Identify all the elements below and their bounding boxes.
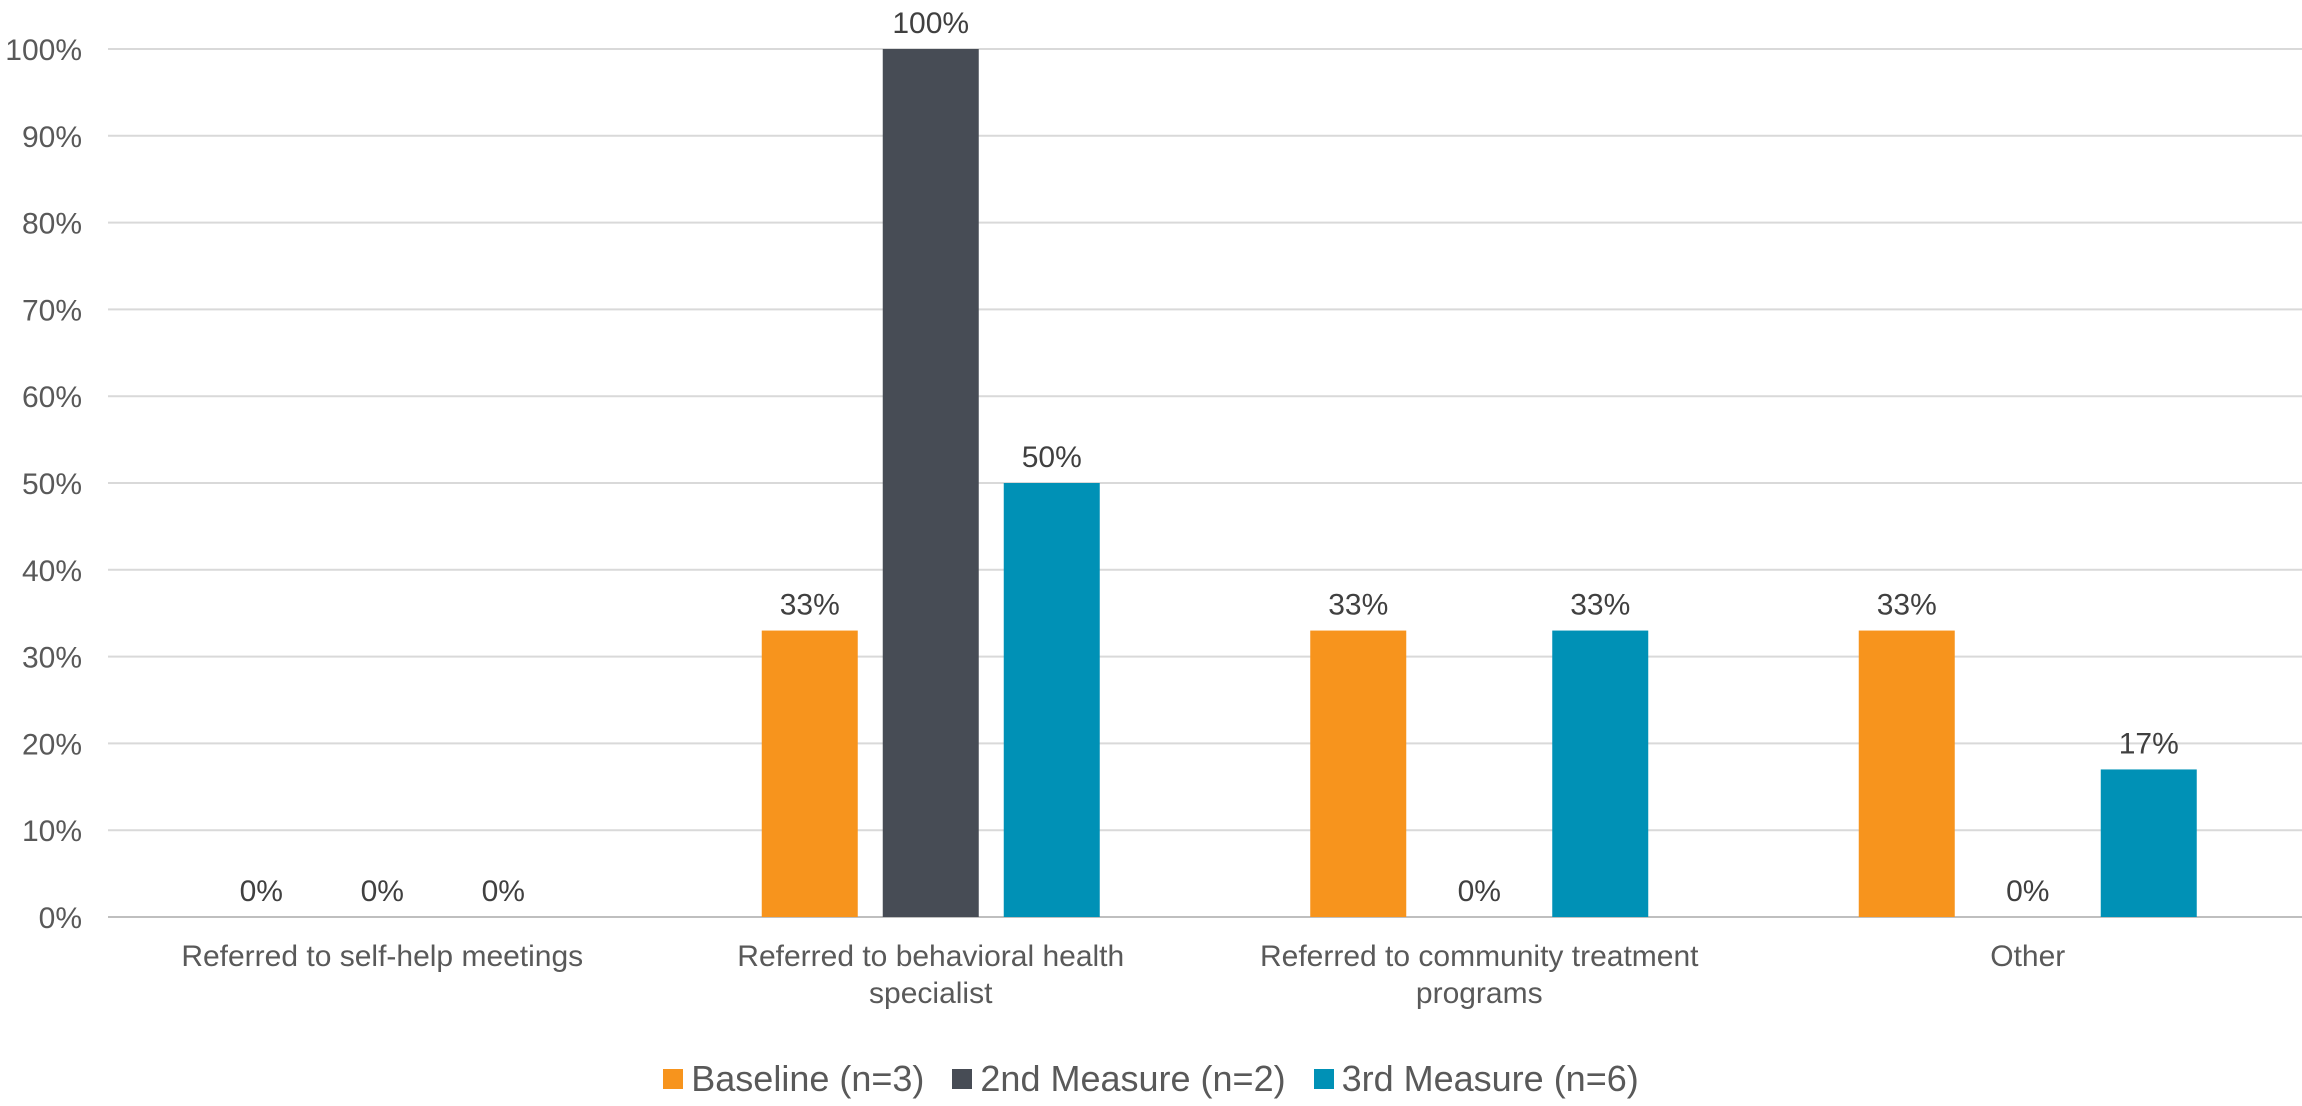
data-label: 0% [240,875,283,908]
legend-item: Baseline (n=3) [663,1058,924,1100]
y-tick-label: 30% [22,642,82,675]
bar [1552,630,1649,917]
x-category-label: Referred to behavioral health specialist [737,940,1124,1010]
bar [1310,630,1407,917]
y-tick-label: 50% [22,468,82,501]
data-label: 0% [2006,875,2049,908]
data-label: 100% [892,7,969,40]
y-tick-label: 40% [22,555,82,588]
legend-swatch [663,1069,684,1089]
bar [1858,630,1955,917]
legend: Baseline (n=3) 2nd Measure (n=2) 3rd Measu… [0,1058,2302,1100]
legend-label: Baseline (n=3) [691,1058,925,1099]
legend-swatch [952,1069,973,1089]
bars [761,49,2197,917]
legend-label: 2nd Measure (n=2) [980,1058,1286,1099]
data-label: 33% [1877,589,1937,622]
legend-item: 2nd Measure (n=2) [952,1058,1286,1100]
legend-swatch [1313,1069,1334,1089]
y-tick-label: 90% [22,121,82,154]
bar [761,630,858,917]
legend-label: 3rd Measure (n=6) [1341,1058,1639,1099]
data-label: 17% [2119,727,2179,760]
bar [2100,769,2197,917]
x-category-label: Referred to community treatment programs [1260,940,1699,1010]
data-labels: 0% 0% 0% 33% 100% 50% 33% 0% 33% 33% 0% 17% [240,7,2179,908]
legend-item: 3rd Measure (n=6) [1313,1058,1639,1100]
bar-chart: 0%10%20%30%40%50%60%70%80%90%100% 0% 0% 0%… [5,7,2302,1010]
data-label: 0% [1458,875,1501,908]
y-tick-label: 60% [22,381,82,414]
y-tick-label: 0% [39,902,82,935]
y-axis: 0% 10% 20% 30% 40% 50% 60% 70% 80% 90% 100% [5,34,82,935]
bar [1003,483,1100,917]
x-category-label: Referred to self-help meetings [181,940,583,973]
x-axis: Referred to self-help meetings Referred t… [181,940,2065,1010]
bar [882,49,979,917]
x-category-label: Other [1990,940,2065,973]
y-tick-label: 70% [22,294,82,327]
y-tick-label: 100% [5,34,82,67]
data-label: 0% [361,875,404,908]
data-label: 50% [1022,441,1082,474]
data-label: 33% [1328,589,1388,622]
data-label: 0% [482,875,525,908]
gridlines [108,48,2302,918]
y-tick-label: 80% [22,208,82,241]
y-tick-label: 20% [22,728,82,761]
data-label: 33% [1570,589,1630,622]
data-label: 33% [780,589,840,622]
y-tick-label: 10% [22,815,82,848]
